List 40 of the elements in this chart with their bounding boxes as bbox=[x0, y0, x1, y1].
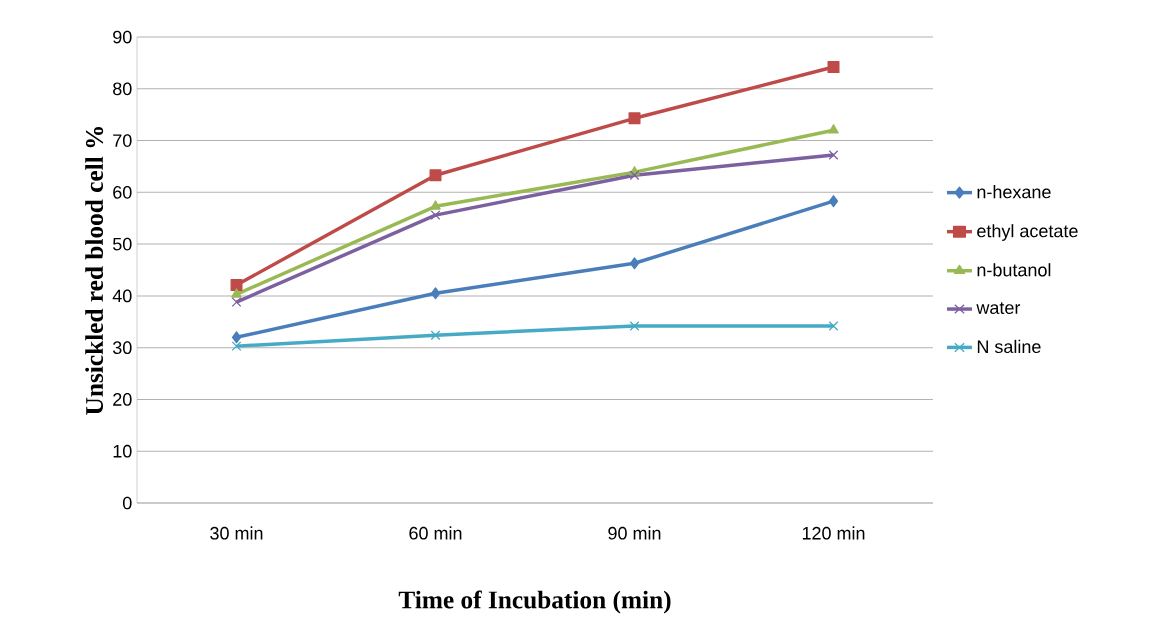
point bbox=[629, 321, 640, 331]
point bbox=[828, 321, 839, 331]
point bbox=[629, 257, 640, 270]
point bbox=[430, 210, 441, 221]
point bbox=[629, 170, 640, 181]
point bbox=[231, 341, 242, 352]
legend-label: n-butanol bbox=[977, 263, 1051, 277]
point bbox=[231, 297, 242, 308]
point bbox=[828, 124, 839, 134]
point bbox=[430, 330, 441, 341]
y-tick-label: 40 bbox=[112, 289, 132, 303]
point bbox=[828, 150, 839, 160]
point bbox=[628, 112, 641, 125]
y-tick-label: 60 bbox=[113, 185, 132, 199]
y-tick-label: 0 bbox=[123, 496, 132, 510]
legend-label: ethyl acetate bbox=[977, 224, 1078, 241]
point bbox=[828, 195, 839, 208]
y-tick-label: 90 bbox=[113, 30, 132, 44]
point bbox=[430, 287, 441, 300]
legend-label: n-hexane bbox=[977, 185, 1051, 199]
point bbox=[429, 169, 442, 182]
x-tick-label: 90 min bbox=[608, 526, 661, 540]
y-tick-label: 10 bbox=[113, 444, 132, 458]
legend-label: water bbox=[976, 302, 1021, 315]
x-tick-label: 30 min bbox=[210, 526, 263, 540]
point bbox=[827, 61, 840, 74]
point bbox=[430, 200, 441, 210]
point bbox=[230, 279, 243, 292]
y-tick-label: 50 bbox=[112, 237, 132, 251]
y-axis-title: Unsickled red blood cell % bbox=[85, 126, 104, 415]
y-tick-label: 30 bbox=[112, 341, 132, 355]
y-tick-label: 80 bbox=[113, 82, 132, 96]
legend-label: N saline bbox=[977, 339, 1041, 354]
x-tick-label: 120 min bbox=[802, 526, 865, 540]
point bbox=[231, 331, 242, 344]
x-tick-label: 60 min bbox=[409, 526, 462, 540]
y-tick-label: 20 bbox=[113, 393, 132, 406]
x-axis-title: Time of Incubation (min) bbox=[398, 590, 671, 614]
point bbox=[231, 288, 242, 298]
y-tick-label: 70 bbox=[113, 134, 132, 147]
